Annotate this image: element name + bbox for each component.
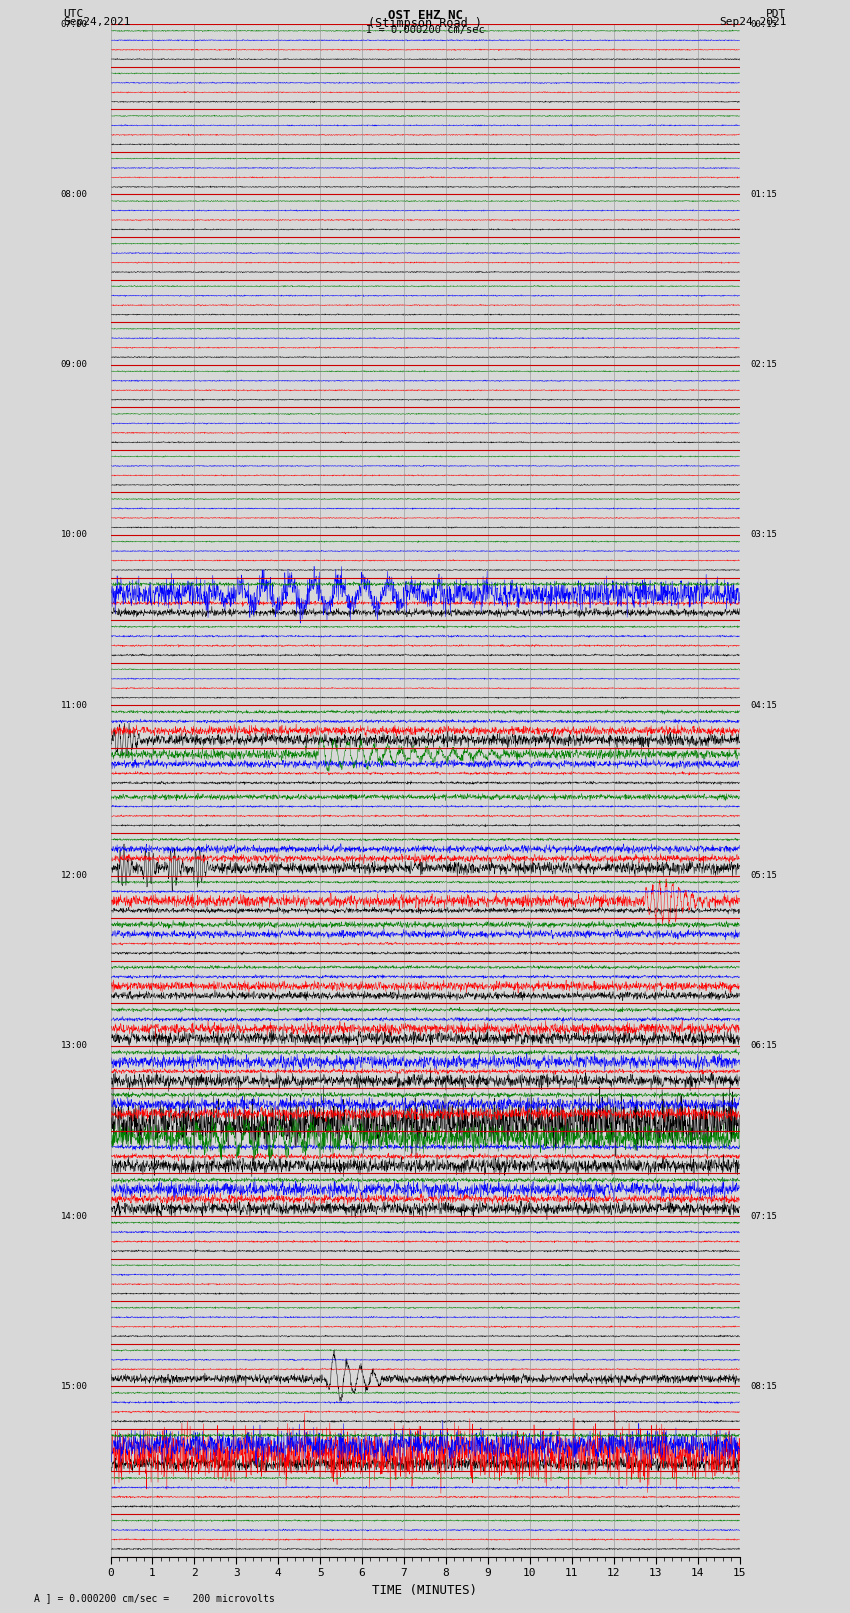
Text: UTC: UTC bbox=[64, 10, 84, 19]
Text: 07:00: 07:00 bbox=[60, 19, 88, 29]
Text: 13:00: 13:00 bbox=[60, 1042, 88, 1050]
Text: 09:00: 09:00 bbox=[60, 360, 88, 369]
Text: 08:00: 08:00 bbox=[60, 190, 88, 198]
Text: PDT: PDT bbox=[766, 10, 786, 19]
Text: Sep24,2021: Sep24,2021 bbox=[719, 18, 786, 27]
Text: 05:15: 05:15 bbox=[750, 871, 777, 881]
Text: 07:15: 07:15 bbox=[750, 1211, 777, 1221]
Text: A ] = 0.000200 cm/sec =    200 microvolts: A ] = 0.000200 cm/sec = 200 microvolts bbox=[34, 1594, 275, 1603]
Text: 00:15: 00:15 bbox=[750, 19, 777, 29]
Text: (Stimpson Road ): (Stimpson Road ) bbox=[368, 18, 482, 31]
X-axis label: TIME (MINUTES): TIME (MINUTES) bbox=[372, 1584, 478, 1597]
Text: 08:15: 08:15 bbox=[750, 1382, 777, 1390]
Text: 12:00: 12:00 bbox=[60, 871, 88, 881]
Text: 01:15: 01:15 bbox=[750, 190, 777, 198]
Text: Sep24,2021: Sep24,2021 bbox=[64, 18, 131, 27]
Text: 11:00: 11:00 bbox=[60, 700, 88, 710]
Text: 03:15: 03:15 bbox=[750, 531, 777, 539]
Text: 10:00: 10:00 bbox=[60, 531, 88, 539]
Text: 06:15: 06:15 bbox=[750, 1042, 777, 1050]
Text: OST EHZ NC: OST EHZ NC bbox=[388, 10, 462, 23]
Text: 04:15: 04:15 bbox=[750, 700, 777, 710]
Text: 14:00: 14:00 bbox=[60, 1211, 88, 1221]
Text: 15:00: 15:00 bbox=[60, 1382, 88, 1390]
Text: 02:15: 02:15 bbox=[750, 360, 777, 369]
Text: I = 0.000200 cm/sec: I = 0.000200 cm/sec bbox=[366, 24, 484, 35]
